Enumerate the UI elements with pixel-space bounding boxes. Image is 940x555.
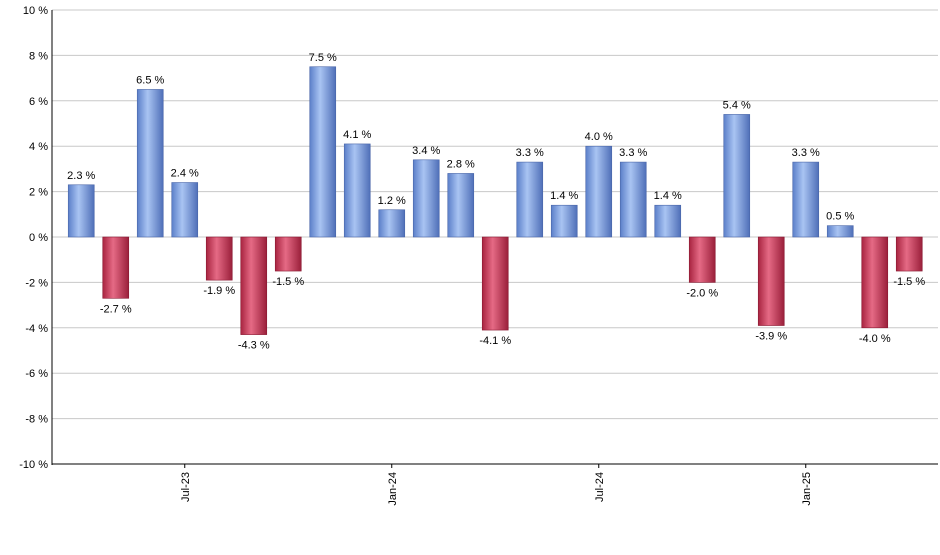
bar-negative (757, 236, 785, 326)
bar-value-label: 3.4 % (412, 145, 440, 157)
y-tick-label: 6 % (29, 96, 48, 108)
bar-value-label: 1.2 % (378, 195, 406, 207)
bar-positive (723, 114, 751, 238)
x-tick-label: Jul-23 (180, 472, 192, 502)
bar-positive (516, 161, 544, 238)
x-tick-label: Jan-24 (387, 472, 399, 506)
y-tick-label: 4 % (29, 141, 48, 153)
y-tick-label: -6 % (25, 368, 48, 380)
bar-value-label: -2.7 % (100, 303, 132, 315)
bar-positive (171, 182, 199, 238)
bar-positive (343, 143, 371, 238)
bar-value-label: -4.3 % (238, 340, 270, 352)
bar-value-label: 4.1 % (343, 129, 371, 141)
bar-value-label: 1.4 % (550, 190, 578, 202)
bar-negative (688, 236, 716, 283)
y-tick-label: -10 % (19, 459, 48, 471)
bar-positive (550, 204, 578, 238)
bar-value-label: -4.0 % (859, 333, 891, 345)
bar-value-label: -3.9 % (755, 331, 787, 343)
bar-value-label: -1.5 % (893, 276, 925, 288)
y-tick-label: -8 % (25, 414, 48, 426)
bar-positive (826, 225, 854, 238)
bar-negative (240, 236, 268, 335)
bar-value-label: -1.9 % (203, 285, 235, 297)
bar-negative (102, 236, 130, 299)
bar-positive (447, 173, 475, 238)
bar-positive (309, 66, 337, 238)
bar-negative (481, 236, 509, 331)
label-layer: 2.3 % -2.7 % 6.5 % 2.4 % -1.9 % -4.3 % -1.5 % 7… (67, 52, 925, 352)
bar-value-label: 4.0 % (585, 131, 613, 143)
bar-positive (67, 184, 95, 238)
bar-value-label: 1.4 % (654, 190, 682, 202)
bar-value-label: 6.5 % (136, 74, 164, 86)
y-tick-label: 0 % (29, 232, 48, 244)
bar-positive (654, 204, 682, 238)
bar-positive (619, 161, 647, 238)
bar-positive (412, 159, 440, 238)
bar-value-label: 5.4 % (723, 99, 751, 111)
bar-negative (861, 236, 889, 329)
bar-value-label: 3.3 % (619, 147, 647, 159)
y-tick-label: 10 % (23, 5, 48, 17)
y-tick-label: 2 % (29, 187, 48, 199)
bar-positive (585, 145, 613, 238)
bar-value-label: 7.5 % (309, 52, 337, 64)
bar-positive (792, 161, 820, 238)
bar-positive (378, 209, 406, 238)
bar-value-label: 2.4 % (171, 168, 199, 180)
bar-value-label: 3.3 % (792, 147, 820, 159)
x-tick-label: Jul-24 (594, 472, 606, 502)
bar-value-label: -2.0 % (686, 287, 718, 299)
axis-layer: 10 % 8 % 6 % 4 % 2 % 0 % -2 % -4 % -6 % -8 % -10 %… (19, 5, 938, 506)
bar-value-label: 3.3 % (516, 147, 544, 159)
bar-negative (205, 236, 233, 281)
bar-value-label: 2.8 % (447, 158, 475, 170)
y-tick-label: -4 % (25, 323, 48, 335)
bar-negative (895, 236, 923, 272)
y-tick-label: 8 % (29, 50, 48, 62)
bar-negative (274, 236, 302, 272)
x-tick-label: Jan-25 (801, 472, 813, 506)
bar-positive (136, 89, 164, 238)
bar-value-label: -1.5 % (272, 276, 304, 288)
bar-layer (67, 66, 923, 335)
bar-value-label: 2.3 % (67, 170, 95, 182)
bar-value-label: 0.5 % (826, 211, 854, 223)
bar-value-label: -4.1 % (479, 335, 511, 347)
y-tick-label: -2 % (25, 277, 48, 289)
